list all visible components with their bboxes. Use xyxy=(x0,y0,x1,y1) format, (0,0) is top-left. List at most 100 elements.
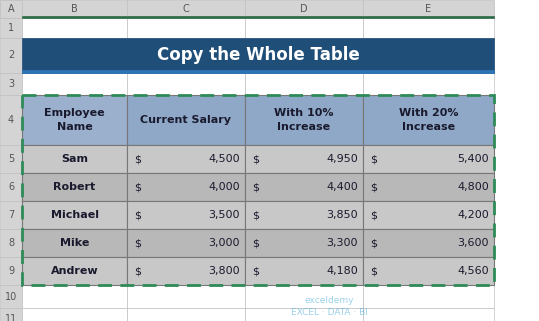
Bar xyxy=(0,145,22,173)
Text: 4,400: 4,400 xyxy=(326,182,358,192)
Bar xyxy=(0,73,22,95)
Text: 9: 9 xyxy=(8,266,14,276)
Bar xyxy=(363,95,494,145)
Text: exceldemy
EXCEL · DATA · BI: exceldemy EXCEL · DATA · BI xyxy=(291,297,368,317)
Bar xyxy=(363,145,494,173)
Bar xyxy=(245,173,363,201)
Bar xyxy=(363,201,494,229)
Bar xyxy=(22,0,127,18)
Text: $: $ xyxy=(252,266,259,276)
Text: 3,000: 3,000 xyxy=(209,238,240,248)
Bar xyxy=(127,95,245,145)
Text: $: $ xyxy=(134,154,141,164)
Bar xyxy=(245,308,363,321)
Text: $: $ xyxy=(134,266,141,276)
Text: 4,800: 4,800 xyxy=(457,182,489,192)
Text: B: B xyxy=(71,4,78,14)
Bar xyxy=(22,16,494,18)
Text: 6: 6 xyxy=(8,182,14,192)
Text: 3,600: 3,600 xyxy=(458,238,489,248)
Text: Copy the Whole Table: Copy the Whole Table xyxy=(157,46,360,64)
Bar xyxy=(363,38,494,73)
Bar xyxy=(127,229,245,257)
Bar xyxy=(22,95,494,285)
Bar xyxy=(127,257,245,285)
Bar xyxy=(245,95,363,145)
Text: $: $ xyxy=(252,210,259,220)
Text: 4,950: 4,950 xyxy=(326,154,358,164)
Text: 3,300: 3,300 xyxy=(327,238,358,248)
Text: 8: 8 xyxy=(8,238,14,248)
Text: $: $ xyxy=(134,182,141,192)
Text: 2: 2 xyxy=(8,50,14,60)
Bar xyxy=(127,257,245,285)
Bar xyxy=(245,201,363,229)
Text: 5: 5 xyxy=(8,154,14,164)
Text: $: $ xyxy=(134,238,141,248)
Bar xyxy=(22,285,127,308)
Bar xyxy=(22,18,127,38)
Text: 3,850: 3,850 xyxy=(327,210,358,220)
Bar xyxy=(363,73,494,95)
Bar xyxy=(0,0,22,18)
Bar xyxy=(245,257,363,285)
Bar xyxy=(22,145,127,173)
Text: Michael: Michael xyxy=(51,210,99,220)
Bar xyxy=(0,257,22,285)
Bar xyxy=(127,201,245,229)
Bar xyxy=(363,257,494,285)
Bar xyxy=(127,95,245,145)
Text: With 20%
Increase: With 20% Increase xyxy=(399,108,458,132)
Bar xyxy=(22,308,127,321)
Text: Sam: Sam xyxy=(61,154,88,164)
Text: 11: 11 xyxy=(5,315,17,321)
Text: 4,560: 4,560 xyxy=(458,266,489,276)
Bar xyxy=(0,18,22,38)
Text: 4,500: 4,500 xyxy=(209,154,240,164)
Bar xyxy=(363,95,494,145)
Bar xyxy=(22,95,127,145)
Bar xyxy=(245,257,363,285)
Bar xyxy=(245,145,363,173)
Text: 10: 10 xyxy=(5,291,17,301)
Bar xyxy=(245,285,363,308)
Bar xyxy=(0,95,22,145)
Text: Current Salary: Current Salary xyxy=(141,115,231,125)
Bar xyxy=(0,201,22,229)
Bar xyxy=(127,229,245,257)
Bar xyxy=(127,145,245,173)
Text: $: $ xyxy=(370,266,377,276)
Bar xyxy=(22,229,127,257)
Bar xyxy=(0,308,22,321)
Text: 4,180: 4,180 xyxy=(326,266,358,276)
Bar xyxy=(363,0,494,18)
Text: D: D xyxy=(300,4,308,14)
Text: 4,000: 4,000 xyxy=(209,182,240,192)
Text: Robert: Robert xyxy=(53,182,95,192)
Text: C: C xyxy=(183,4,189,14)
Bar xyxy=(363,173,494,201)
Bar xyxy=(245,145,363,173)
Bar xyxy=(127,18,245,38)
Text: 7: 7 xyxy=(8,210,14,220)
Bar xyxy=(22,70,494,73)
Bar xyxy=(363,285,494,308)
Text: $: $ xyxy=(370,182,377,192)
Bar xyxy=(22,145,127,173)
Bar xyxy=(245,95,363,145)
Text: Employee
Name: Employee Name xyxy=(44,108,105,132)
Bar xyxy=(22,38,494,73)
Bar xyxy=(245,229,363,257)
Bar xyxy=(363,257,494,285)
Bar xyxy=(0,229,22,257)
Bar xyxy=(22,201,127,229)
Text: 3: 3 xyxy=(8,79,14,89)
Bar xyxy=(22,173,127,201)
Bar xyxy=(245,229,363,257)
Bar xyxy=(127,285,245,308)
Bar xyxy=(22,73,127,95)
Bar xyxy=(127,201,245,229)
Bar xyxy=(127,173,245,201)
Text: 5,400: 5,400 xyxy=(458,154,489,164)
Bar xyxy=(245,73,363,95)
